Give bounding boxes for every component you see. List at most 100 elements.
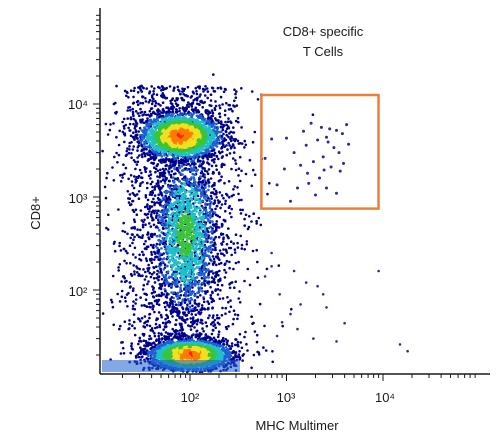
event-dot	[132, 238, 135, 241]
event-dot	[195, 170, 198, 173]
event-dot	[140, 139, 144, 142]
event-dot	[234, 168, 238, 172]
event-dot	[126, 232, 129, 236]
event-dot	[145, 245, 149, 249]
event-dot	[253, 173, 257, 177]
event-dot	[208, 139, 211, 142]
event-dot	[129, 261, 132, 265]
event-dot	[202, 90, 205, 93]
event-dot	[216, 283, 220, 287]
event-dot	[136, 103, 140, 106]
event-dot	[117, 143, 121, 147]
event-dot	[122, 352, 126, 355]
event-dot	[187, 153, 191, 157]
event-dot	[209, 93, 213, 96]
event-dot	[232, 242, 235, 245]
event-dot	[112, 323, 115, 327]
event-dot	[176, 329, 179, 333]
event-dot	[206, 172, 210, 176]
event-dot	[182, 106, 185, 110]
event-dot	[154, 326, 157, 330]
event-dot	[121, 275, 125, 278]
event-dot	[231, 144, 235, 147]
event-dot	[182, 169, 185, 172]
event-dot	[132, 95, 135, 99]
event-dot	[137, 197, 141, 200]
event-dot	[201, 327, 204, 330]
event-dot	[130, 203, 133, 206]
event-dot	[160, 253, 164, 257]
event-dot	[176, 103, 180, 107]
event-dot	[112, 122, 115, 125]
event-dot	[191, 101, 195, 105]
event-dot	[259, 223, 263, 227]
event-dot	[150, 355, 153, 359]
event-dot	[207, 262, 211, 265]
event-dot	[203, 253, 207, 257]
event-dot	[160, 337, 164, 340]
event-dot	[220, 156, 224, 159]
event-dot	[221, 140, 225, 143]
event-dot	[122, 221, 125, 225]
event-dot	[255, 222, 258, 225]
event-dot	[142, 242, 146, 246]
event-dot	[167, 185, 170, 188]
event-dot	[171, 108, 174, 111]
event-dot	[206, 145, 209, 148]
event-dot	[206, 131, 210, 135]
event-dot	[204, 245, 207, 248]
event-dot	[147, 136, 151, 139]
event-dot	[136, 91, 140, 94]
event-dot	[155, 201, 159, 204]
event-dot	[215, 128, 219, 131]
event-dot	[135, 193, 139, 196]
event-dot	[171, 110, 175, 113]
event-dot	[142, 268, 145, 271]
event-dot	[232, 317, 235, 321]
event-dot	[229, 240, 233, 243]
event-dot	[125, 262, 128, 265]
event-dot	[190, 105, 194, 108]
event-dot	[151, 149, 155, 153]
event-dot	[205, 129, 209, 132]
event-dot	[277, 264, 281, 267]
event-dot	[158, 171, 162, 175]
event-dot	[217, 330, 221, 334]
event-dot	[191, 162, 194, 165]
event-dot	[195, 323, 199, 326]
event-dot	[174, 190, 178, 193]
event-dot	[234, 162, 238, 165]
event-dot	[196, 272, 199, 276]
event-dot	[169, 298, 172, 302]
event-dot	[184, 112, 187, 116]
event-dot	[200, 181, 204, 184]
event-dot	[202, 265, 206, 269]
event-dot	[226, 148, 229, 151]
event-dot	[234, 119, 238, 123]
event-dot	[213, 151, 217, 155]
event-dot	[154, 209, 157, 213]
event-dot	[237, 344, 240, 348]
event-dot	[201, 148, 205, 151]
event-dot	[239, 212, 243, 215]
event-dot	[221, 128, 225, 132]
event-dot	[228, 310, 231, 314]
event-dot	[214, 132, 218, 135]
event-dot	[141, 101, 145, 105]
event-dot	[223, 263, 226, 267]
event-dot	[146, 181, 149, 185]
event-dot	[222, 143, 225, 147]
event-dot	[200, 171, 204, 174]
event-dot	[166, 214, 169, 218]
event-dot	[224, 202, 227, 205]
event-dot	[170, 166, 173, 169]
event-dot	[222, 237, 225, 241]
event-dot	[166, 303, 169, 307]
event-dot	[236, 116, 240, 120]
event-dot	[101, 149, 104, 153]
event-dot	[209, 244, 212, 248]
event-dot	[164, 322, 167, 326]
event-dot	[149, 157, 153, 160]
event-dot	[252, 212, 255, 215]
event-dot	[206, 229, 209, 233]
